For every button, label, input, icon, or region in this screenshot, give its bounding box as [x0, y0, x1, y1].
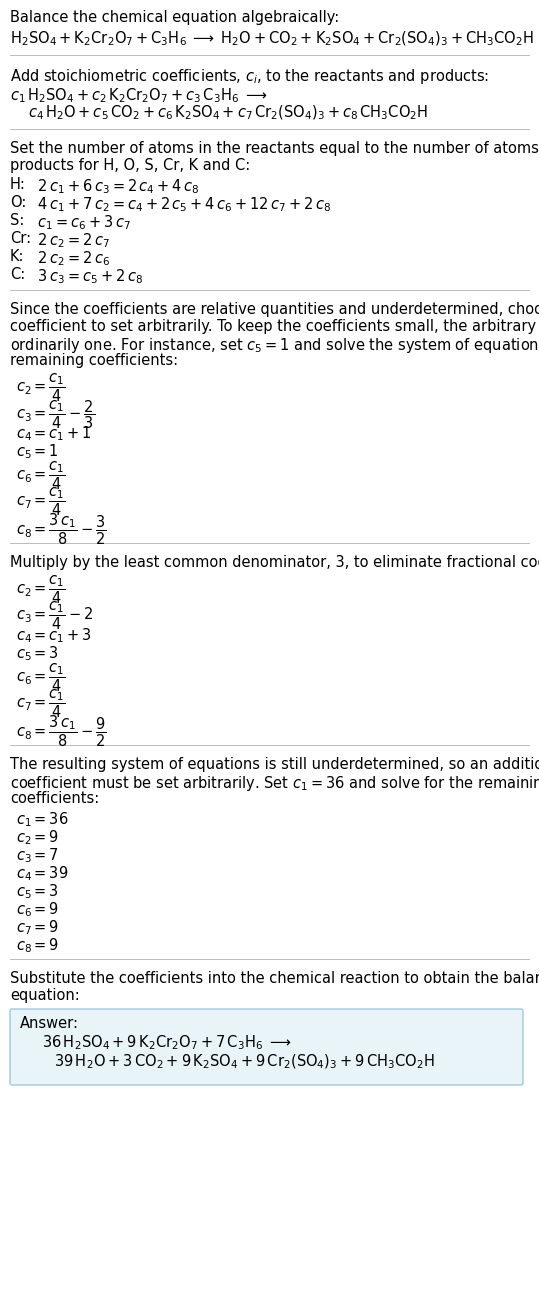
- Text: $c_5 = 3$: $c_5 = 3$: [16, 882, 59, 901]
- Text: $c_1 = 36$: $c_1 = 36$: [16, 810, 68, 828]
- Text: Cr:: Cr:: [10, 231, 31, 246]
- Text: $\;2\,c_2 = 2\,c_6$: $\;2\,c_2 = 2\,c_6$: [34, 249, 110, 268]
- Text: O:: O:: [10, 195, 26, 210]
- Text: $c_4 = c_1 + 3$: $c_4 = c_1 + 3$: [16, 626, 92, 644]
- Text: $c_5 = 1$: $c_5 = 1$: [16, 442, 59, 460]
- Text: $c_4 = 39$: $c_4 = 39$: [16, 864, 68, 882]
- Text: C:: C:: [10, 267, 25, 281]
- Text: $c_7 = \dfrac{c_1}{4}$: $c_7 = \dfrac{c_1}{4}$: [16, 487, 66, 518]
- Text: $c_3 = \dfrac{c_1}{4} - 2$: $c_3 = \dfrac{c_1}{4} - 2$: [16, 600, 94, 633]
- Text: $\mathrm{H_2SO_4 + K_2Cr_2O_7 + C_3H_6}$$\;\longrightarrow\;$$\mathrm{H_2O + CO_: $\mathrm{H_2SO_4 + K_2Cr_2O_7 + C_3H_6}$…: [10, 30, 534, 49]
- Text: $39\,\mathrm{H_2O} + 3\,\mathrm{CO_2} + 9\,\mathrm{K_2SO_4} + 9\,\mathrm{Cr_2(SO: $39\,\mathrm{H_2O} + 3\,\mathrm{CO_2} + …: [54, 1053, 435, 1072]
- Text: Multiply by the least common denominator, 3, to eliminate fractional coefficient: Multiply by the least common denominator…: [10, 555, 539, 569]
- Text: Since the coefficients are relative quantities and underdetermined, choose a: Since the coefficients are relative quan…: [10, 302, 539, 317]
- Text: ordinarily one. For instance, set $c_5 = 1$ and solve the system of equations fo: ordinarily one. For instance, set $c_5 =…: [10, 337, 539, 355]
- Text: $c_2 = 9$: $c_2 = 9$: [16, 828, 59, 847]
- Text: Add stoichiometric coefficients, $\mathit{c_i}$, to the reactants and products:: Add stoichiometric coefficients, $\mathi…: [10, 67, 489, 85]
- Text: remaining coefficients:: remaining coefficients:: [10, 352, 178, 368]
- Text: H:: H:: [10, 178, 26, 192]
- Text: $c_2 = \dfrac{c_1}{4}$: $c_2 = \dfrac{c_1}{4}$: [16, 575, 66, 606]
- Text: $\;2\,c_1 + 6\,c_3 = 2\,c_4 + 4\,c_8$: $\;2\,c_1 + 6\,c_3 = 2\,c_4 + 4\,c_8$: [34, 178, 199, 196]
- Text: coefficient must be set arbitrarily. Set $c_1 = 36$ and solve for the remaining: coefficient must be set arbitrarily. Set…: [10, 775, 539, 793]
- Text: coefficients:: coefficients:: [10, 792, 99, 806]
- Text: $\;4\,c_1 + 7\,c_2 = c_4 + 2\,c_5 + 4\,c_6 + 12\,c_7 + 2\,c_8$: $\;4\,c_1 + 7\,c_2 = c_4 + 2\,c_5 + 4\,c…: [34, 195, 331, 214]
- Text: $c_7 = 9$: $c_7 = 9$: [16, 918, 59, 936]
- Text: $c_7 = \dfrac{c_1}{4}$: $c_7 = \dfrac{c_1}{4}$: [16, 688, 66, 721]
- Text: Set the number of atoms in the reactants equal to the number of atoms in the: Set the number of atoms in the reactants…: [10, 141, 539, 156]
- Text: $c_8 = \dfrac{3\,c_1}{8} - \dfrac{3}{2}$: $c_8 = \dfrac{3\,c_1}{8} - \dfrac{3}{2}$: [16, 512, 107, 547]
- Text: $c_8 = 9$: $c_8 = 9$: [16, 936, 59, 955]
- Text: $c_2 = \dfrac{c_1}{4}$: $c_2 = \dfrac{c_1}{4}$: [16, 372, 66, 404]
- Text: $\;2\,c_2 = 2\,c_7$: $\;2\,c_2 = 2\,c_7$: [34, 231, 110, 250]
- Text: $c_4\,\mathrm{H_2O} + c_5\,\mathrm{CO_2} + c_6\,\mathrm{K_2SO_4} + c_7\,\mathrm{: $c_4\,\mathrm{H_2O} + c_5\,\mathrm{CO_2}…: [28, 104, 429, 122]
- Text: $c_4 = c_1 + 1$: $c_4 = c_1 + 1$: [16, 423, 92, 443]
- Text: $c_6 = \dfrac{c_1}{4}$: $c_6 = \dfrac{c_1}{4}$: [16, 460, 66, 492]
- Text: $\;c_1 = c_6 + 3\,c_7$: $\;c_1 = c_6 + 3\,c_7$: [34, 213, 131, 231]
- Text: S:: S:: [10, 213, 24, 227]
- Text: $\;3\,c_3 = c_5 + 2\,c_8$: $\;3\,c_3 = c_5 + 2\,c_8$: [34, 267, 143, 285]
- Text: $c_5 = 3$: $c_5 = 3$: [16, 644, 59, 663]
- Text: $c_6 = 9$: $c_6 = 9$: [16, 899, 59, 919]
- Text: The resulting system of equations is still underdetermined, so an additional: The resulting system of equations is sti…: [10, 757, 539, 772]
- Text: Balance the chemical equation algebraically:: Balance the chemical equation algebraica…: [10, 11, 339, 25]
- Text: Substitute the coefficients into the chemical reaction to obtain the balanced: Substitute the coefficients into the che…: [10, 970, 539, 986]
- Text: K:: K:: [10, 249, 24, 264]
- Text: equation:: equation:: [10, 988, 80, 1003]
- Text: $36\,\mathrm{H_2SO_4} + 9\,\mathrm{K_2Cr_2O_7} + 7\,\mathrm{C_3H_6}$$\;\longrigh: $36\,\mathrm{H_2SO_4} + 9\,\mathrm{K_2Cr…: [42, 1034, 292, 1052]
- Text: $c_3 = \dfrac{c_1}{4} - \dfrac{2}{3}$: $c_3 = \dfrac{c_1}{4} - \dfrac{2}{3}$: [16, 398, 95, 430]
- Text: $c_1\,\mathrm{H_2SO_4} + c_2\,\mathrm{K_2Cr_2O_7} + c_3\,\mathrm{C_3H_6}$$\;\lon: $c_1\,\mathrm{H_2SO_4} + c_2\,\mathrm{K_…: [10, 85, 267, 105]
- Text: products for H, O, S, Cr, K and C:: products for H, O, S, Cr, K and C:: [10, 158, 250, 174]
- Text: $c_6 = \dfrac{c_1}{4}$: $c_6 = \dfrac{c_1}{4}$: [16, 661, 66, 694]
- FancyBboxPatch shape: [10, 1009, 523, 1085]
- Text: $c_8 = \dfrac{3\,c_1}{8} - \dfrac{9}{2}$: $c_8 = \dfrac{3\,c_1}{8} - \dfrac{9}{2}$: [16, 714, 107, 750]
- Text: coefficient to set arbitrarily. To keep the coefficients small, the arbitrary va: coefficient to set arbitrarily. To keep …: [10, 320, 539, 334]
- Text: Answer:: Answer:: [20, 1016, 79, 1031]
- Text: $c_3 = 7$: $c_3 = 7$: [16, 846, 59, 865]
